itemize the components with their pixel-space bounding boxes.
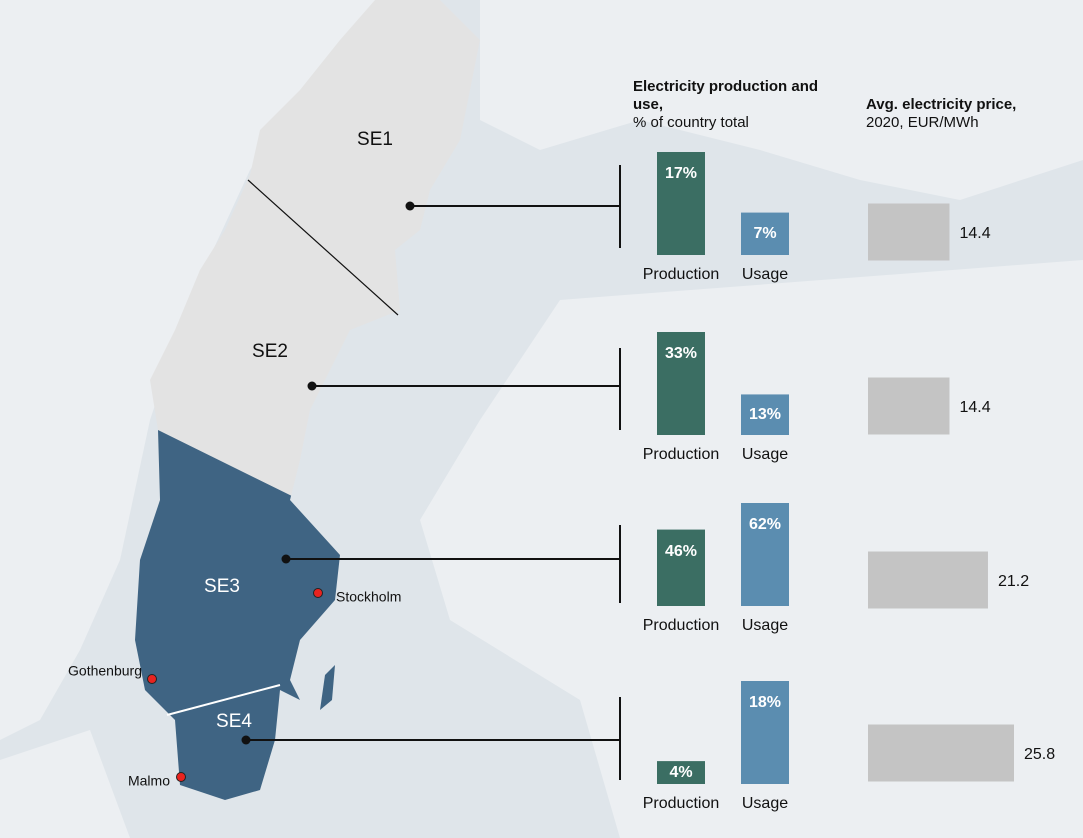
- zone-border: [247, 179, 399, 316]
- bar: [657, 529, 705, 606]
- zone-dot: [307, 381, 317, 391]
- city-dot: [147, 674, 157, 684]
- value-label: 13%: [749, 406, 781, 423]
- category-label: Production: [643, 795, 720, 812]
- category-label: Production: [643, 266, 720, 283]
- island: [320, 665, 335, 710]
- production-title: Electricity production and use,: [633, 78, 819, 113]
- zone-label: SE4: [216, 711, 252, 732]
- zone-label: SE1: [357, 129, 393, 150]
- production-subtitle: % of country total: [633, 114, 749, 131]
- value-label: 4%: [669, 764, 692, 781]
- zone-border: [166, 684, 281, 716]
- production-header: Electricity production and use, % of cou…: [633, 78, 823, 132]
- value-label: 18%: [749, 694, 781, 711]
- price-label: 14.4: [959, 225, 990, 242]
- category-label: Usage: [742, 795, 788, 812]
- zone-dot: [281, 554, 291, 564]
- value-label: 33%: [665, 345, 697, 362]
- price-bar: [868, 551, 988, 609]
- bar: [657, 332, 705, 435]
- city-dot: [176, 772, 186, 782]
- price-bar: [868, 203, 950, 261]
- zone-dot: [405, 201, 415, 211]
- category-label: Production: [643, 446, 720, 463]
- bar: [657, 152, 705, 255]
- price-header: Avg. electricity price, 2020, EUR/MWh: [866, 96, 1076, 132]
- value-label: 17%: [665, 165, 697, 182]
- bar: [741, 394, 789, 435]
- price-title: Avg. electricity price,: [866, 96, 1017, 113]
- category-label: Production: [643, 617, 720, 634]
- sweden-south: [135, 430, 480, 800]
- category-label: Usage: [742, 617, 788, 634]
- bar: [741, 681, 789, 784]
- price-label: 25.8: [1024, 746, 1055, 763]
- city-label: Gothenburg: [68, 663, 142, 679]
- value-label: 7%: [753, 225, 776, 242]
- zone-label: SE3: [204, 576, 240, 597]
- price-bar: [868, 724, 1014, 782]
- city-label: Malmo: [128, 773, 170, 789]
- price-label: 14.4: [959, 399, 990, 416]
- category-label: Usage: [742, 446, 788, 463]
- city-dot: [313, 588, 323, 598]
- price-bar: [868, 377, 950, 435]
- value-label: 62%: [749, 516, 781, 533]
- price-subtitle: 2020, EUR/MWh: [866, 114, 979, 131]
- bar: [657, 761, 705, 784]
- price-label: 21.2: [998, 573, 1029, 590]
- bar: [741, 212, 789, 255]
- city-label: Stockholm: [336, 589, 401, 605]
- value-label: 46%: [665, 543, 697, 560]
- zone-label: SE2: [252, 341, 288, 362]
- zone-dot: [241, 735, 251, 745]
- bar: [741, 503, 789, 606]
- category-label: Usage: [742, 266, 788, 283]
